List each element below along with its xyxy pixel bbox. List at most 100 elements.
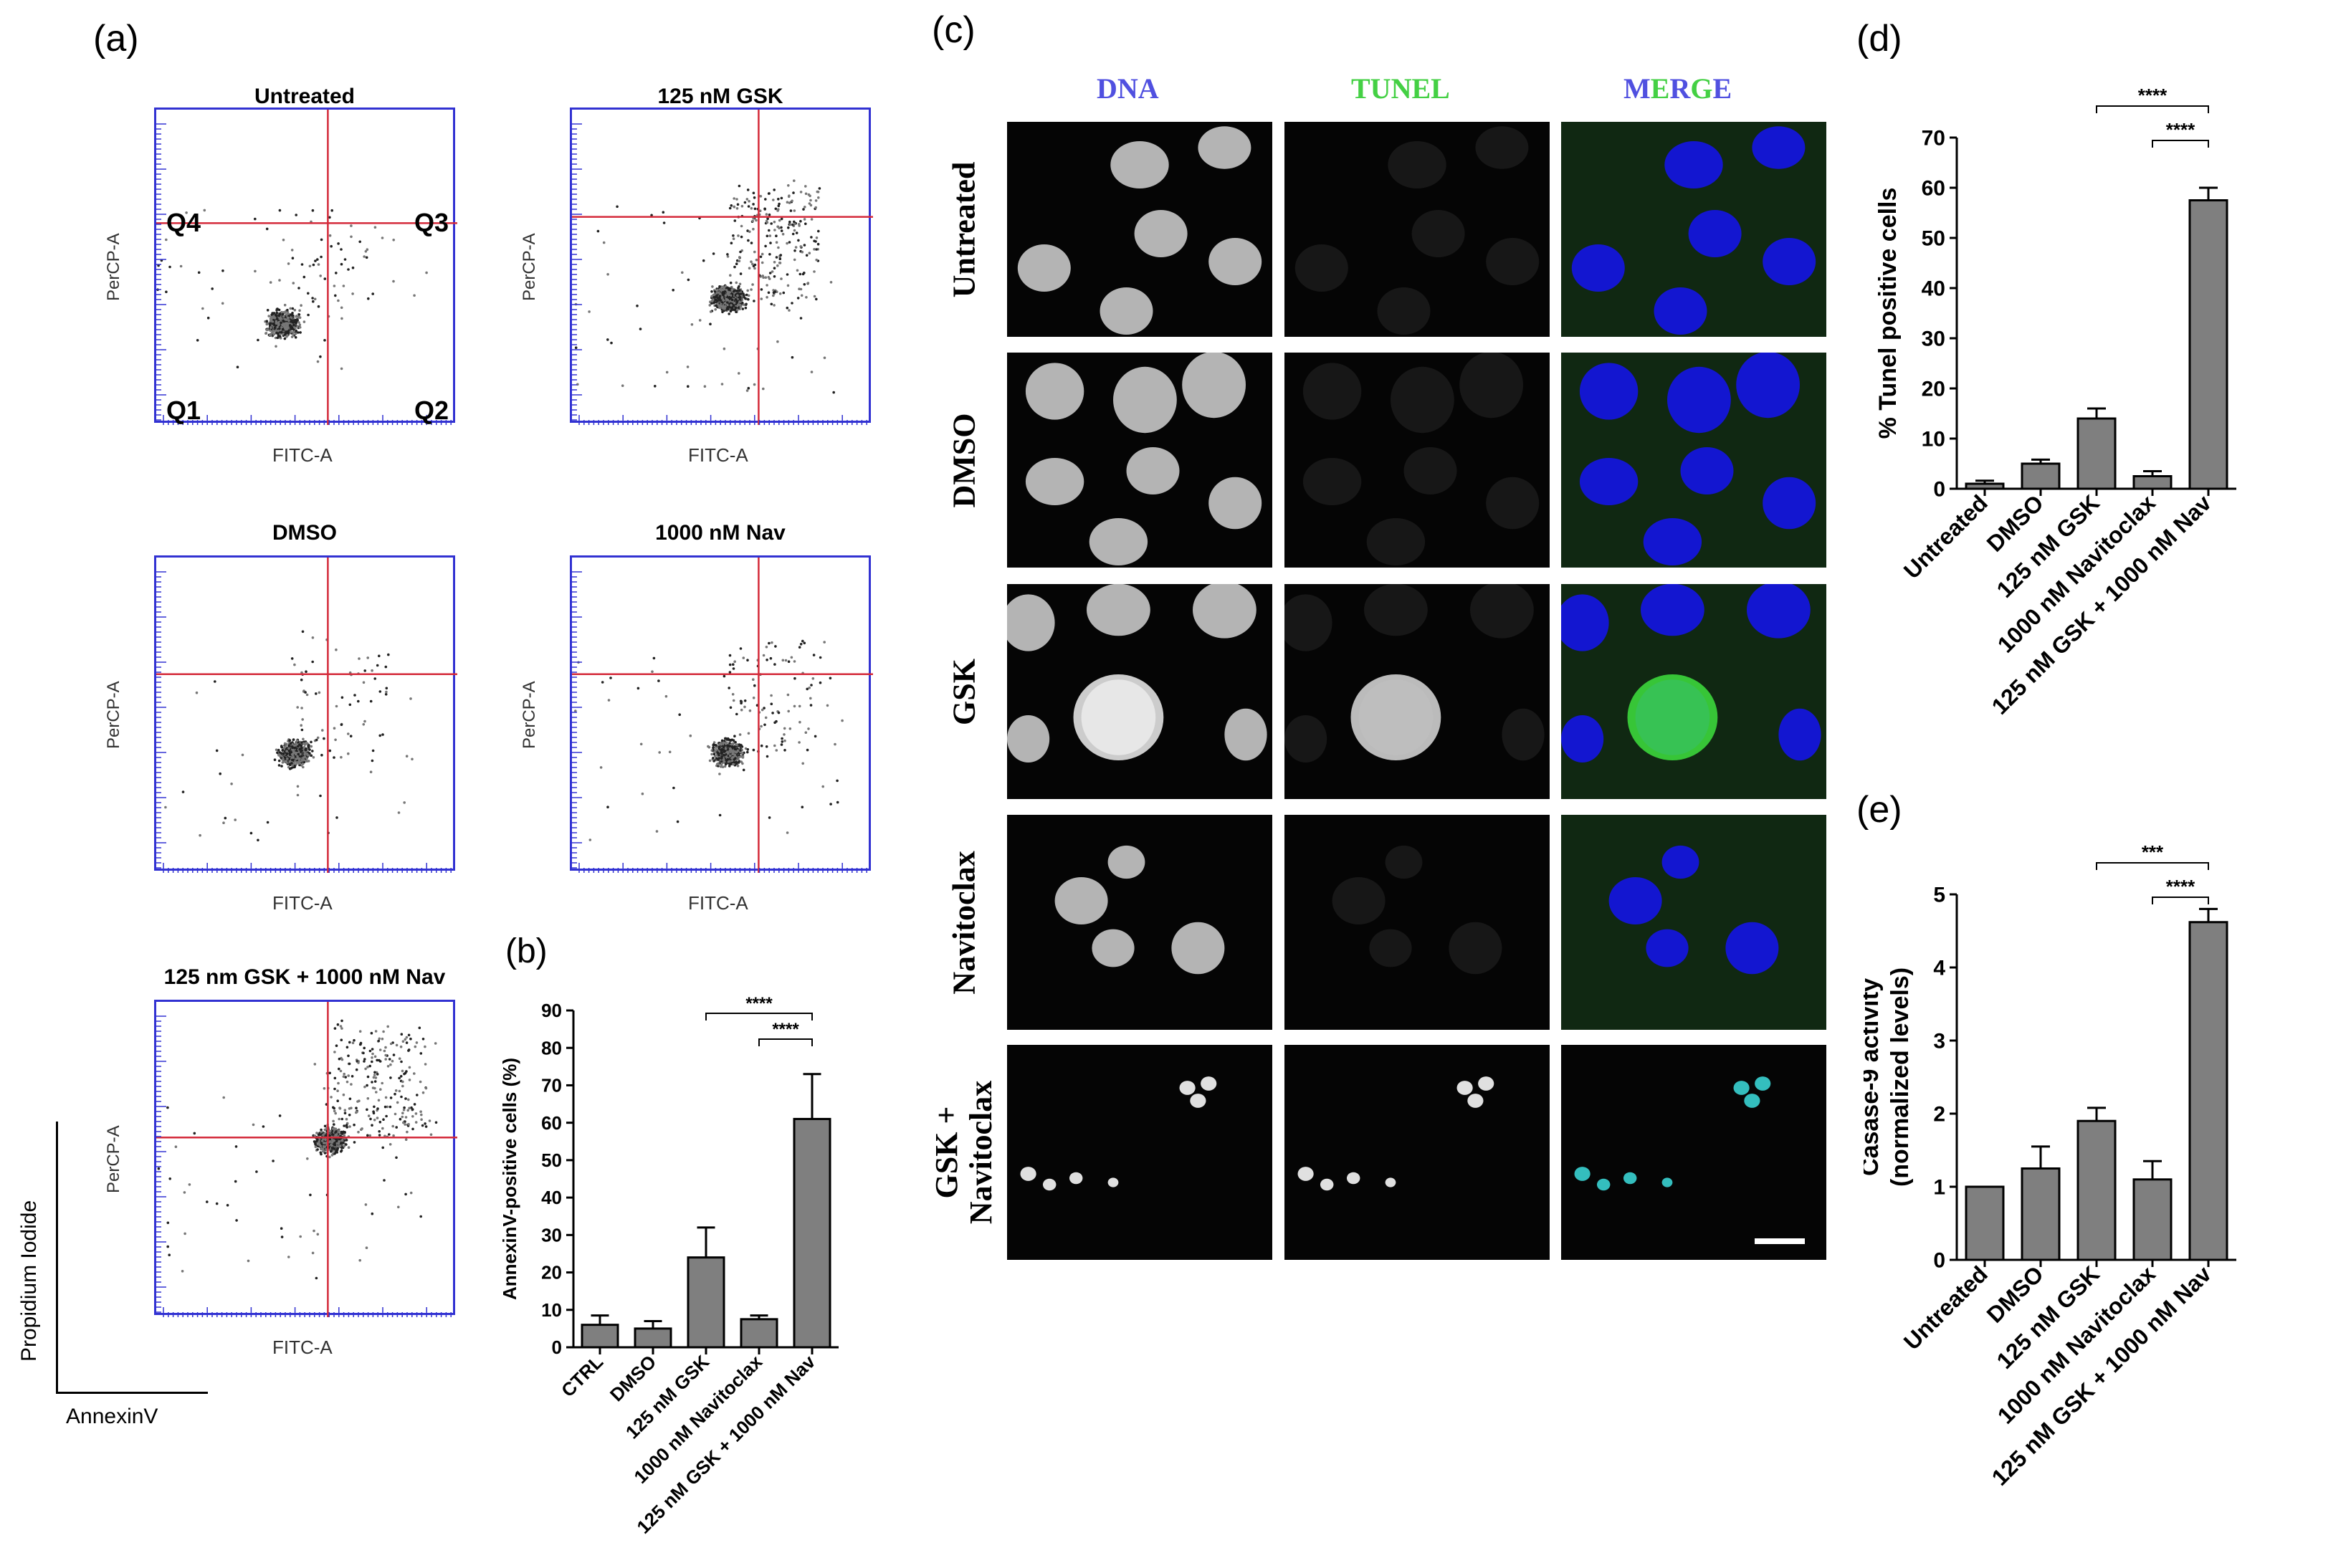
flow-event bbox=[322, 1144, 325, 1148]
flow-event bbox=[376, 1058, 378, 1062]
flow-event bbox=[378, 690, 382, 693]
flow-event bbox=[687, 385, 690, 388]
flow-event bbox=[381, 1037, 384, 1041]
flow-event bbox=[400, 1033, 404, 1036]
flow-event bbox=[739, 699, 743, 703]
flow-event bbox=[272, 330, 275, 333]
flow-event bbox=[340, 1139, 343, 1142]
flow-event bbox=[203, 209, 206, 212]
flow-event bbox=[262, 1125, 265, 1128]
flow-event bbox=[206, 1200, 209, 1203]
flow-event bbox=[636, 687, 640, 690]
flow-event bbox=[293, 746, 296, 750]
flow-event bbox=[366, 1108, 368, 1112]
flow-event bbox=[740, 708, 743, 712]
flow-event bbox=[732, 667, 735, 670]
flow-event bbox=[730, 738, 734, 742]
flow-event bbox=[355, 1111, 358, 1114]
flow-event bbox=[809, 204, 813, 207]
flow-event bbox=[810, 684, 813, 687]
flow-event bbox=[398, 1076, 401, 1080]
flow-event bbox=[662, 211, 665, 214]
flow-event bbox=[743, 699, 747, 702]
flow-event bbox=[337, 1142, 340, 1145]
flow-event bbox=[310, 754, 313, 757]
flow-event bbox=[164, 805, 167, 809]
flow-event bbox=[254, 217, 257, 221]
flow-event bbox=[735, 298, 738, 301]
flow-event bbox=[289, 753, 292, 757]
flow-event bbox=[728, 765, 731, 768]
panel-label-e: (e) bbox=[1856, 789, 1902, 831]
flow-event bbox=[378, 1037, 381, 1041]
flow-event bbox=[799, 219, 802, 223]
flow-event bbox=[720, 747, 724, 751]
flow-event bbox=[319, 355, 322, 358]
flow-event bbox=[272, 322, 275, 325]
flow-event bbox=[747, 239, 750, 242]
flow-event bbox=[805, 296, 808, 299]
flow-event bbox=[740, 755, 743, 758]
flow-event bbox=[743, 303, 745, 307]
flow-event bbox=[654, 385, 657, 388]
flow-event bbox=[409, 1037, 412, 1041]
flow-event bbox=[764, 198, 767, 201]
flow-event bbox=[777, 246, 780, 249]
flow-event bbox=[306, 1157, 309, 1160]
flow-event bbox=[813, 295, 816, 298]
flow-event bbox=[389, 1076, 392, 1079]
flow-event bbox=[316, 360, 320, 363]
flow-event bbox=[295, 214, 297, 216]
flow-event bbox=[252, 1123, 255, 1127]
flow-event bbox=[746, 748, 750, 751]
flow-event bbox=[743, 201, 747, 204]
flow-event bbox=[338, 1106, 341, 1109]
flow-event bbox=[348, 1125, 351, 1128]
flow-event bbox=[411, 1127, 414, 1131]
flow-event bbox=[392, 1053, 396, 1056]
flow-event bbox=[773, 744, 776, 747]
flow-event bbox=[716, 289, 719, 292]
flow-event bbox=[350, 224, 353, 227]
flow-event bbox=[787, 226, 790, 229]
flow-event bbox=[316, 736, 320, 740]
flow-event bbox=[317, 1143, 320, 1146]
flow-event bbox=[366, 1134, 369, 1137]
flow-event bbox=[285, 330, 288, 333]
flow-event bbox=[786, 831, 789, 834]
flow-event bbox=[365, 256, 368, 259]
flow-event bbox=[401, 1069, 404, 1073]
flow-event bbox=[782, 291, 786, 295]
flow-event bbox=[768, 213, 771, 216]
flow-event bbox=[275, 309, 278, 312]
flow-event bbox=[364, 1067, 367, 1071]
flow-event bbox=[399, 1075, 403, 1078]
flow-event bbox=[750, 242, 753, 244]
flow-plot-title: Untreated bbox=[254, 85, 356, 108]
flow-event bbox=[234, 1180, 237, 1183]
flow-event bbox=[772, 199, 775, 201]
flow-event bbox=[381, 1146, 384, 1149]
flow-event bbox=[382, 1030, 385, 1033]
flow-event bbox=[396, 1101, 399, 1104]
flow-event bbox=[745, 198, 749, 201]
flow-event bbox=[269, 322, 272, 326]
flow-event bbox=[300, 678, 303, 682]
flow-event bbox=[300, 747, 303, 750]
flow-event bbox=[311, 660, 314, 664]
flow-event bbox=[358, 1099, 361, 1102]
flow-event bbox=[727, 751, 730, 755]
flow-event bbox=[733, 735, 736, 737]
flow-event bbox=[737, 303, 740, 307]
flow-event bbox=[333, 1147, 335, 1150]
flow-event bbox=[304, 748, 307, 752]
flow-event bbox=[392, 239, 395, 242]
flow-event bbox=[371, 1056, 373, 1059]
flow-event bbox=[767, 291, 771, 295]
flow-event bbox=[768, 816, 771, 819]
flow-event bbox=[265, 320, 269, 323]
flow-event bbox=[370, 1031, 373, 1035]
panel-label-b: (b) bbox=[505, 932, 548, 970]
flow-event bbox=[297, 752, 300, 756]
flow-event bbox=[799, 317, 803, 320]
